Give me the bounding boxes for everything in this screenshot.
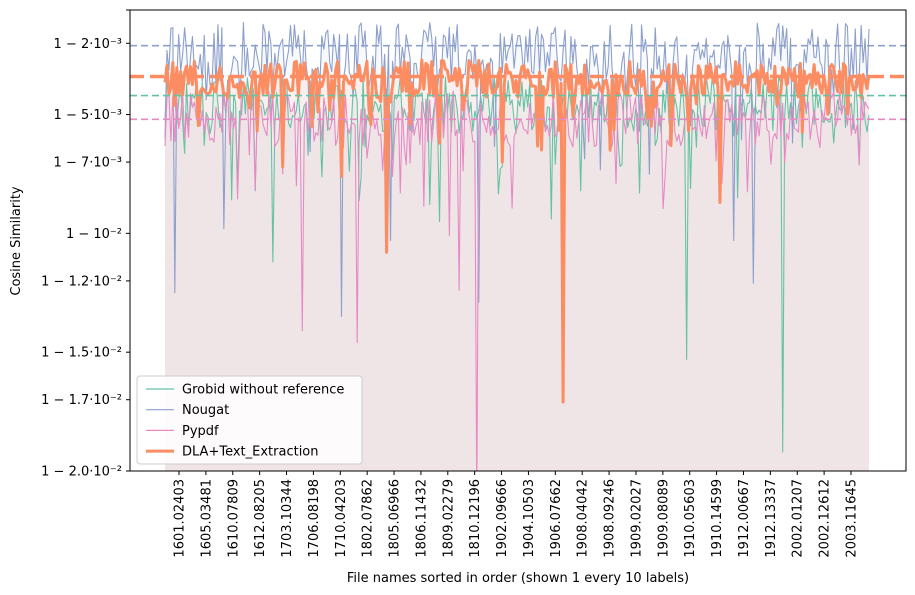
y-tick-label-0: 1 − 2·10⁻³ — [54, 37, 122, 52]
series-fill-1 — [165, 22, 869, 471]
series-line-1 — [164, 22, 870, 318]
y-tick-label-4: 1 − 1.2·10⁻² — [41, 274, 122, 289]
x-tick-label-2: 1610.07809 — [226, 479, 241, 558]
y-tick-label-6: 1 − 1.7·10⁻² — [41, 393, 122, 408]
y-axis-label: Cosine Similarity — [9, 186, 24, 296]
x-tick-label-13: 1904.10503 — [522, 479, 537, 558]
x-tick-label-8: 1805.06966 — [388, 479, 403, 558]
x-tick-label-6: 1710.04203 — [334, 479, 349, 558]
x-tick-label-12: 1902.09666 — [495, 479, 510, 558]
legend-label-3: DLA+Text_Extraction — [182, 445, 319, 460]
x-tick-label-1: 1605.03481 — [199, 479, 214, 558]
y-tick-label-3: 1 − 10⁻² — [66, 227, 122, 242]
legend-box — [136, 375, 363, 465]
x-tick-label-15: 1908.04042 — [576, 479, 591, 558]
plot-frame — [129, 9, 907, 472]
x-axis-label: File names sorted in order (shown 1 ever… — [347, 571, 689, 586]
y-tick-label-1: 1 − 5·10⁻³ — [54, 108, 122, 123]
x-tick-label-21: 1912.00667 — [737, 479, 752, 558]
x-tick-label-11: 1810.12196 — [468, 479, 483, 558]
x-tick-label-10: 1809.02279 — [441, 479, 456, 558]
legend: Grobid without reference Nougat Pypdf DLA+T… — [136, 375, 363, 465]
legend-label-0: Grobid without reference — [182, 383, 344, 398]
x-tick-label-9: 1806.11432 — [414, 479, 429, 558]
y-axis: 1 − 2·10⁻³ 1 − 5·10⁻³ 1 − 7·10⁻³ 1 − 10⁻² 1 … — [41, 9, 130, 480]
x-tick-label-5: 1706.08198 — [307, 479, 322, 558]
y-tick-label-2: 1 − 7·10⁻³ — [54, 156, 122, 171]
x-tick-label-16: 1908.09246 — [603, 479, 618, 558]
x-tick-label-0: 1601.02403 — [173, 479, 188, 558]
x-tick-label-24: 2002.12612 — [818, 479, 833, 558]
mean-reference-lines — [130, 44, 906, 121]
y-tick-label-5: 1 − 1.5·10⁻² — [41, 346, 122, 361]
legend-label-1: Nougat — [182, 403, 229, 418]
x-axis: 1601.02403 1605.03481 1610.07809 1612.08205… — [173, 471, 860, 558]
x-tick-label-17: 1909.02027 — [629, 479, 644, 558]
x-tick-label-18: 1909.08089 — [656, 479, 671, 558]
x-tick-label-7: 1802.07862 — [361, 479, 376, 558]
x-tick-label-4: 1703.10344 — [280, 479, 295, 558]
x-tick-label-19: 1910.05603 — [683, 479, 698, 558]
y-tick-label-7: 1 − 2.0·10⁻² — [41, 465, 122, 480]
x-tick-label-22: 1912.13337 — [764, 479, 779, 558]
x-tick-label-23: 2002.01207 — [791, 479, 806, 558]
x-tick-label-25: 2003.11645 — [845, 479, 860, 558]
legend-label-2: Pypdf — [182, 424, 219, 439]
x-tick-label-3: 1612.08205 — [253, 479, 268, 558]
x-tick-label-20: 1910.14599 — [710, 479, 725, 558]
x-tick-label-14: 1906.07662 — [549, 479, 564, 558]
